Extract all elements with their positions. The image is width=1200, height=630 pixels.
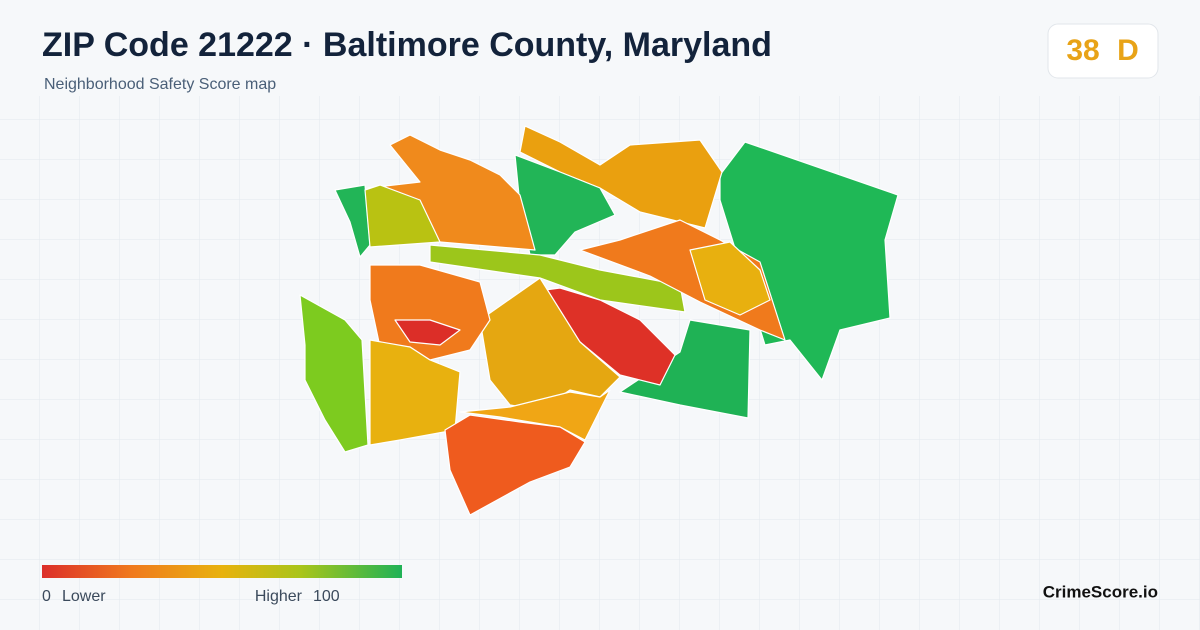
legend-max: 100: [313, 588, 340, 605]
legend-min: 0: [42, 588, 51, 605]
district: [299, 294, 369, 453]
district: [394, 319, 461, 346]
district: [429, 244, 686, 313]
district: [479, 277, 621, 411]
district: [459, 389, 611, 441]
district: [689, 241, 771, 316]
district: [369, 339, 461, 446]
district: [364, 184, 441, 248]
subtitle: Neighborhood Safety Score map: [44, 76, 276, 93]
legend-max-label: Higher: [255, 588, 303, 605]
map: [299, 125, 899, 516]
district: [369, 264, 491, 361]
score-value: 38: [1066, 34, 1099, 67]
score-badge: [1047, 23, 1159, 79]
legend-ramp: [42, 565, 402, 578]
title: ZIP Code 21222 · Baltimore County, Maryl…: [42, 26, 772, 64]
district: [444, 414, 586, 516]
brand: CrimeScore.io: [1043, 582, 1158, 601]
district: [334, 184, 371, 258]
legend-min-label: Lower: [62, 588, 106, 605]
score-grade: D: [1117, 34, 1139, 67]
district: [619, 319, 751, 419]
